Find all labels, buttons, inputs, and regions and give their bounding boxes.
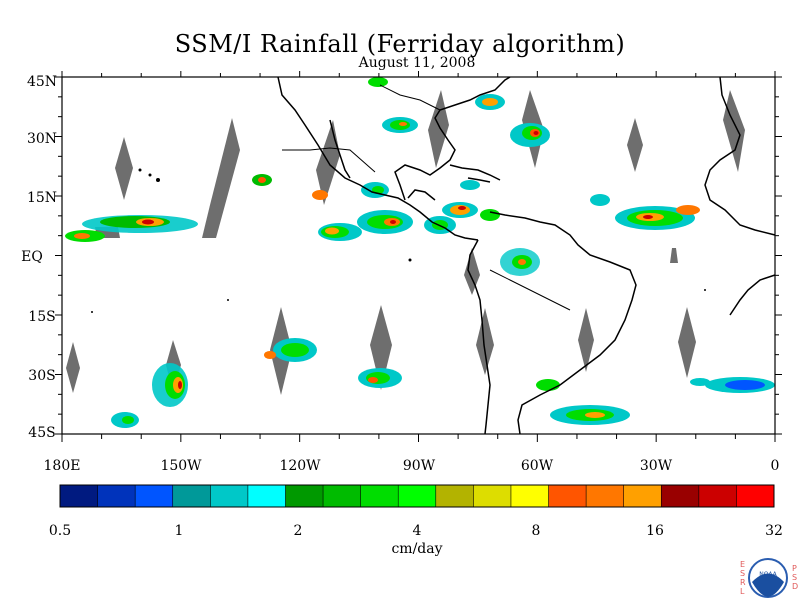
greater-antilles [467, 177, 491, 183]
us-canada-border [379, 84, 441, 111]
colorbar-swatches [60, 485, 775, 507]
lat-label-30n: 30N [27, 131, 57, 147]
latitude-labels: 45N 30N 15N EQ 15S 30S 45S [21, 74, 57, 441]
map-title: SSM/I Rainfall (Ferriday algorithm) [174, 30, 626, 58]
swath-gap [678, 307, 696, 378]
logo-letter: S [792, 573, 797, 582]
colorbar-tick-label: 0.5 [49, 523, 71, 539]
south-america-west-coast [467, 239, 491, 435]
south-america-east-coast [489, 211, 637, 435]
swath-gap [627, 118, 643, 172]
logo-letter: D [792, 582, 798, 591]
noaa-esrl-psd-logo: E S R L NOAA P S D [740, 558, 798, 598]
swath-gap [670, 248, 678, 263]
colorbar-units-label: cm/day [391, 541, 443, 557]
africa-south-coast [729, 274, 776, 316]
colorbar-swatch [435, 485, 474, 507]
lon-label-60w: 60W [521, 458, 554, 474]
tick-marks [55, 71, 782, 442]
noaa-emblem-wave [752, 573, 784, 597]
lat-label-30s: 30S [28, 368, 55, 384]
us-mexico-border [282, 147, 376, 173]
colorbar-swatch [247, 485, 286, 507]
lon-label-150w: 150W [160, 458, 202, 474]
colorbar-swatch [548, 485, 587, 507]
colorbar-frame [59, 484, 775, 508]
colorbar-tick-label: 2 [294, 523, 303, 539]
borders [282, 84, 571, 311]
colorbar-swatch [736, 485, 775, 507]
lat-label-45s: 45S [28, 425, 55, 441]
map-date-subtitle: August 11, 2008 [358, 55, 476, 71]
north-america-west-coast [277, 76, 479, 241]
colorbar-swatch [473, 485, 512, 507]
swath-gap [115, 137, 133, 200]
colorbar-swatch [360, 485, 399, 507]
logo-letter: E [740, 560, 745, 569]
coastlines [277, 76, 776, 435]
colorbar-swatch [285, 485, 324, 507]
logo-letter: R [740, 578, 746, 587]
colorbar-swatch [323, 485, 362, 507]
colorbar-swatch [510, 485, 550, 507]
logo-letter: L [740, 587, 745, 596]
longitude-labels: 180E 150W 120W 90W 60W 30W 0 [44, 458, 780, 474]
colorbar-swatch [623, 485, 662, 507]
colorbar-swatch [172, 485, 211, 507]
islands [91, 168, 706, 313]
lon-label-90w: 90W [403, 458, 436, 474]
north-america-east-coast [394, 76, 511, 201]
colorbar-swatch [135, 485, 174, 507]
colorbar-swatch [586, 485, 625, 507]
colorbar-tick-label: 32 [765, 523, 783, 539]
colorbar-swatch [210, 485, 249, 507]
swath-gap [476, 308, 494, 375]
lon-label-30w: 30W [640, 458, 673, 474]
logo-letter: P [792, 564, 797, 573]
colorbar-labels: 0.5 1 2 4 8 16 32 [49, 523, 783, 539]
swath-gap [66, 342, 80, 393]
lon-label-0: 0 [771, 458, 780, 474]
lat-label-15s: 15S [28, 309, 55, 325]
africa-west-coast [704, 76, 776, 236]
colorbar-swatch [398, 485, 437, 507]
colorbar-swatch [698, 485, 737, 507]
rainfall-patches [65, 77, 775, 428]
lat-label-15n: 15N [27, 190, 57, 206]
colorbar-swatch [661, 485, 700, 507]
map-area [55, 71, 782, 442]
lat-label-eq: EQ [21, 249, 43, 265]
logo-letter: S [740, 569, 745, 578]
colorbar-swatch [60, 485, 99, 507]
noaa-emblem-text: NOAA [759, 571, 777, 578]
lon-label-120w: 120W [279, 458, 321, 474]
colorbar: 0.5 1 2 4 8 16 32 [49, 484, 783, 539]
swath-gap [578, 308, 594, 372]
lat-label-45n: 45N [27, 74, 57, 90]
colorbar-tick-label: 1 [175, 523, 184, 539]
south-america-border [489, 269, 571, 311]
swath-gap [464, 248, 480, 295]
colorbar-tick-label: 4 [413, 523, 422, 539]
swath-gap [370, 305, 392, 390]
colorbar-swatch [97, 485, 136, 507]
yucatan [407, 189, 436, 201]
caribbean-islands [449, 164, 501, 181]
lon-label-180e: 180E [44, 458, 81, 474]
baja-california [329, 119, 351, 179]
colorbar-tick-label: 8 [532, 523, 541, 539]
colorbar-tick-label: 16 [646, 523, 664, 539]
swath-gap [202, 118, 240, 238]
